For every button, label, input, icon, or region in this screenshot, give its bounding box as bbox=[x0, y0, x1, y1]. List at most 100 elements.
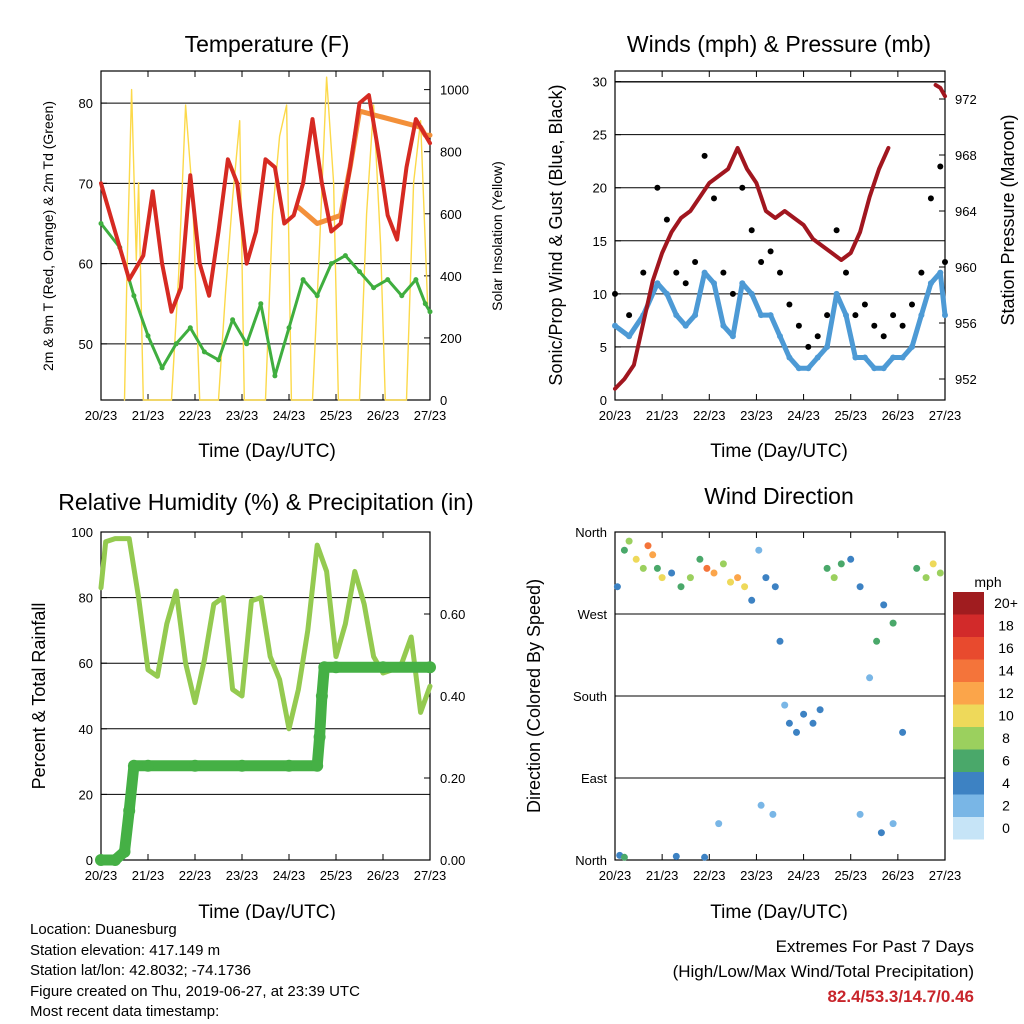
dewpoint-point bbox=[371, 285, 377, 291]
wind-point bbox=[852, 354, 859, 361]
rainfall-point bbox=[95, 854, 107, 866]
solar-insolation-line bbox=[123, 76, 429, 401]
y2-tick-label: 0.40 bbox=[440, 689, 465, 704]
wind-point bbox=[626, 333, 633, 340]
legend-label: 2 bbox=[1002, 798, 1010, 814]
x-tick-label: 21/23 bbox=[132, 868, 165, 883]
gust-point bbox=[626, 312, 633, 319]
rainfall-point bbox=[315, 690, 328, 702]
wind-point bbox=[880, 365, 887, 372]
legend-swatch bbox=[953, 659, 984, 682]
y2-tick-label: 964 bbox=[955, 204, 977, 219]
direction-point bbox=[703, 564, 711, 572]
y-tick-label: 10 bbox=[593, 287, 607, 302]
wind-point bbox=[871, 365, 878, 372]
direction-point bbox=[913, 564, 921, 572]
direction-point bbox=[649, 551, 657, 559]
direction-point bbox=[686, 574, 694, 582]
wind-point bbox=[729, 333, 736, 340]
winds-ylabel-right: Station Pressure (Maroon) bbox=[998, 114, 1018, 325]
gust-point bbox=[843, 269, 849, 276]
rainfall-point bbox=[330, 661, 342, 674]
gust-point bbox=[758, 259, 765, 265]
dewpoint-point bbox=[357, 269, 362, 275]
y-tick-label: 20 bbox=[593, 181, 607, 196]
y-tick-label: East bbox=[581, 771, 607, 786]
dewpoint-point bbox=[342, 253, 348, 259]
legend-label: 0 bbox=[1002, 820, 1010, 836]
direction-point bbox=[668, 569, 676, 577]
gust-point bbox=[805, 343, 812, 350]
dewpoint-point bbox=[272, 373, 278, 379]
y-tick-label: West bbox=[578, 607, 608, 622]
x-tick-label: 23/23 bbox=[740, 868, 773, 883]
dewpoint-point bbox=[131, 293, 137, 299]
temperature-ylabel-right: Solar Insolation (Yellow) bbox=[489, 161, 505, 311]
direction-point bbox=[696, 555, 704, 563]
y-tick-label: North bbox=[575, 853, 607, 868]
y2-tick-label: 956 bbox=[955, 316, 977, 331]
x-tick-label: 22/23 bbox=[179, 408, 212, 423]
dewpoint-point bbox=[98, 221, 104, 226]
y2-tick-label: 960 bbox=[955, 260, 977, 275]
gust-point bbox=[692, 259, 699, 265]
x-tick-label: 24/23 bbox=[273, 408, 306, 423]
t2m-line bbox=[99, 93, 432, 314]
rainfall-point bbox=[109, 854, 122, 866]
direction-point bbox=[715, 820, 723, 828]
gust-point bbox=[786, 301, 793, 308]
wind-point bbox=[673, 312, 680, 319]
dewpoint-point bbox=[258, 301, 264, 307]
direction-point bbox=[620, 853, 628, 861]
dewpoint-point bbox=[230, 317, 236, 323]
direction-point bbox=[847, 555, 855, 563]
direction-point bbox=[644, 542, 652, 550]
direction-point bbox=[922, 574, 930, 582]
gust-point bbox=[720, 269, 727, 276]
direction-point bbox=[856, 583, 864, 591]
dewpoint-point bbox=[422, 301, 428, 307]
direction-point bbox=[613, 583, 621, 591]
pressure-line bbox=[613, 83, 947, 391]
gust-point bbox=[927, 195, 934, 202]
figure-canvas: Temperature (F) 2m & 9m T (Red, Orange) … bbox=[29, 31, 1018, 920]
wind-point bbox=[663, 290, 670, 297]
wind-point bbox=[711, 280, 717, 287]
legend-label: 16 bbox=[998, 640, 1014, 656]
wind-point bbox=[692, 312, 699, 319]
wind-point bbox=[918, 312, 925, 319]
elevation-text: Station elevation: 417.149 m bbox=[30, 941, 221, 959]
y-tick-label: 100 bbox=[71, 525, 93, 540]
rainfall-point bbox=[142, 759, 154, 772]
x-tick-label: 21/23 bbox=[646, 408, 679, 423]
legend-swatch bbox=[953, 704, 984, 727]
humidity-title: Relative Humidity (%) & Precipitation (i… bbox=[58, 489, 473, 515]
gust-point bbox=[871, 322, 878, 329]
direction-point bbox=[877, 829, 885, 837]
wind-point bbox=[805, 365, 812, 372]
temperature-xlabel: Time (Day/UTC) bbox=[198, 441, 336, 462]
wind-point bbox=[833, 290, 840, 297]
plot-border bbox=[614, 70, 946, 401]
direction-point bbox=[755, 546, 763, 554]
y-tick-label: 30 bbox=[593, 75, 607, 90]
direction-panel: Wind Direction Direction (Colored By Spe… bbox=[524, 483, 1018, 920]
wind-point bbox=[612, 322, 618, 329]
direction-point bbox=[809, 719, 817, 727]
x-tick-label: 25/23 bbox=[834, 408, 867, 423]
direction-point bbox=[781, 701, 789, 709]
direction-point bbox=[800, 710, 808, 718]
dewpoint-point bbox=[201, 349, 207, 355]
legend-swatch bbox=[953, 817, 984, 840]
x-tick-label: 25/23 bbox=[834, 868, 867, 883]
y2-tick-label: 0 bbox=[440, 393, 447, 408]
wind-point bbox=[861, 354, 868, 361]
direction-point bbox=[658, 574, 666, 582]
y2-tick-label: 968 bbox=[955, 148, 977, 163]
y-tick-label: 0 bbox=[86, 853, 93, 868]
y2-tick-label: 0.60 bbox=[440, 607, 465, 622]
direction-point bbox=[748, 596, 756, 604]
dewpoint-point bbox=[385, 277, 391, 283]
legend-label: 12 bbox=[998, 685, 1014, 701]
y2-tick-label: 400 bbox=[440, 269, 462, 284]
